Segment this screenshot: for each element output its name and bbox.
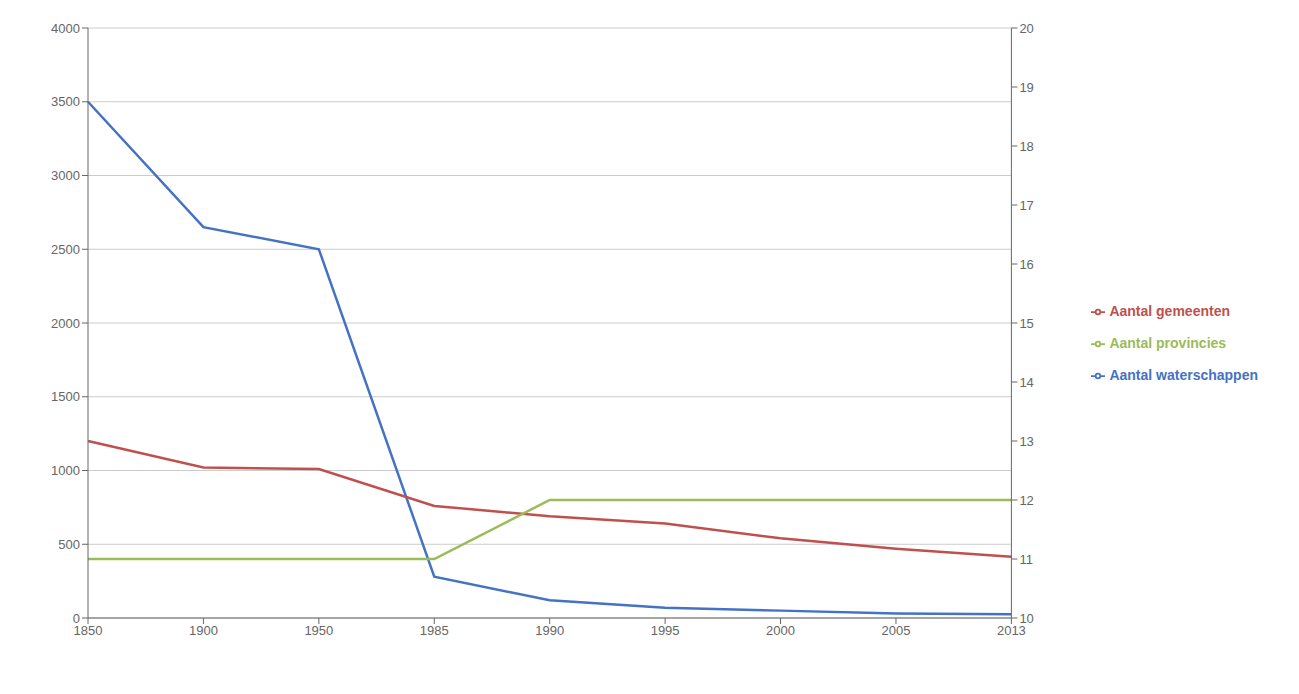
svg-text:2500: 2500 (51, 242, 80, 257)
svg-text:2000: 2000 (51, 316, 80, 331)
svg-text:1990: 1990 (535, 623, 564, 638)
svg-text:2005: 2005 (882, 623, 911, 638)
svg-text:1500: 1500 (51, 389, 80, 404)
svg-text:19: 19 (1019, 80, 1033, 95)
svg-text:1985: 1985 (420, 623, 449, 638)
svg-text:4000: 4000 (51, 21, 80, 36)
svg-text:0: 0 (73, 611, 80, 626)
svg-text:17: 17 (1019, 198, 1033, 213)
svg-text:1850: 1850 (73, 623, 103, 639)
svg-text:16: 16 (1019, 257, 1033, 272)
svg-text:20: 20 (1019, 21, 1033, 36)
svg-text:12: 12 (1019, 493, 1033, 508)
html-text:Aantal gemeenten: Aantal gemeenten (1109, 303, 1230, 319)
svg-text:500: 500 (58, 537, 80, 552)
html-text:Aantal provincies: Aantal provincies (1109, 335, 1227, 351)
svg-text:3500: 3500 (51, 94, 80, 109)
svg-text:1900: 1900 (189, 623, 218, 638)
svg-text:1995: 1995 (651, 623, 680, 638)
svg-text:3000: 3000 (51, 168, 80, 183)
svg-text:14: 14 (1019, 375, 1033, 390)
svg-text:1950: 1950 (304, 623, 333, 638)
svg-text:2000: 2000 (766, 623, 795, 638)
svg-text:18: 18 (1019, 139, 1033, 154)
svg-text:11: 11 (1019, 552, 1033, 567)
svg-text:1000: 1000 (51, 463, 80, 478)
html-text:Aantal waterschappen: Aantal waterschappen (1109, 367, 1258, 383)
svg-text:2013: 2013 (996, 623, 1026, 639)
svg-text:15: 15 (1019, 316, 1033, 331)
svg-text:10: 10 (1019, 611, 1033, 626)
svg-text:13: 13 (1019, 434, 1033, 449)
